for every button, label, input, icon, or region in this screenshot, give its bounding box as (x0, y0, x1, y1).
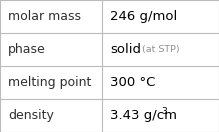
Text: phase: phase (8, 43, 46, 56)
Text: 300 °C: 300 °C (110, 76, 155, 89)
Text: density: density (8, 109, 54, 122)
Text: (at STP): (at STP) (139, 45, 179, 54)
Text: molar mass: molar mass (8, 10, 81, 23)
Text: 246 g/mol: 246 g/mol (110, 10, 177, 23)
Text: 3.43 g/cm: 3.43 g/cm (110, 109, 177, 122)
Text: solid: solid (110, 43, 141, 56)
Text: melting point: melting point (8, 76, 91, 89)
Text: 3: 3 (161, 107, 167, 116)
